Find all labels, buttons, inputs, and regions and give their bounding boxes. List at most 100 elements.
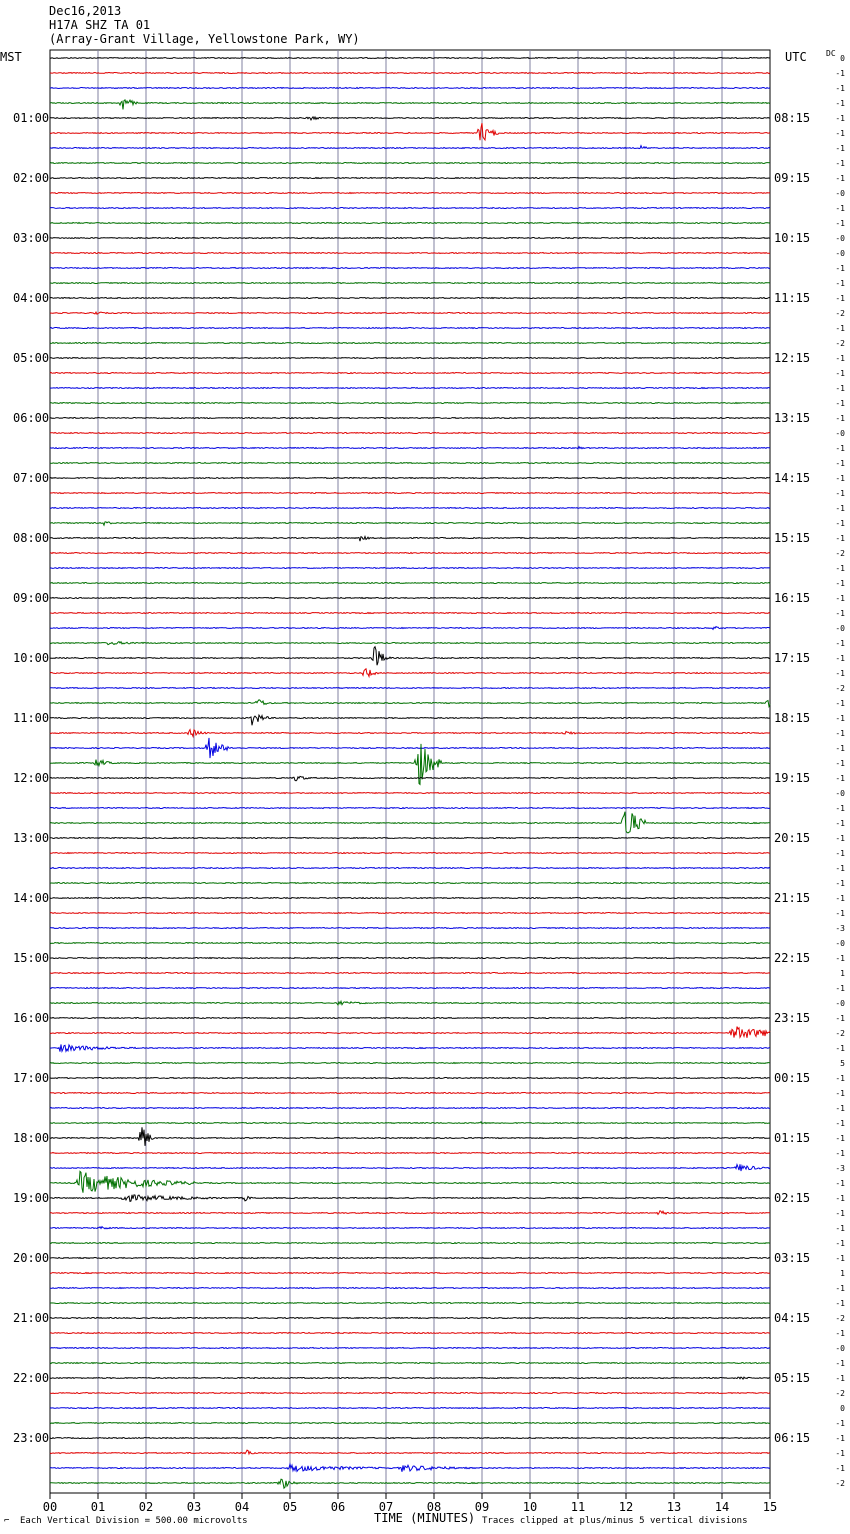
mst-hour-label: 15:00 [13,951,49,965]
dc-offset-label: -1 [835,459,845,468]
trace-67 [49,1061,771,1065]
trace-76 [49,1194,771,1203]
trace-36 [49,596,771,600]
dc-offset-label: -1 [835,1329,845,1338]
trace-30 [49,506,771,510]
clip-note: Traces clipped at plus/minus 5 vertical … [482,1516,748,1526]
dc-offset-label: -1 [835,699,845,708]
mst-hour-label: 11:00 [13,711,49,725]
dc-offset-label: -1 [835,1074,845,1083]
dc-offset-label: -1 [835,1299,845,1308]
trace-74 [49,1162,771,1172]
dc-offset-label: -2 [835,684,845,693]
trace-94 [49,1462,771,1473]
x-tick-label: 11 [571,1500,585,1514]
x-tick-label: 02 [139,1500,153,1514]
dc-offset-label: -2 [835,1479,845,1488]
mst-hour-label: 05:00 [13,351,49,365]
trace-14 [49,266,771,270]
dc-offset-label: -0 [835,939,845,948]
mst-axis-label: MST [0,50,22,64]
dc-offset-label: -1 [835,1434,845,1443]
dc-offset-label: -1 [835,1284,845,1293]
dc-offset-label: -0 [835,789,845,798]
dc-offset-label: -1 [835,729,845,738]
dc-offset-label: -1 [835,879,845,888]
trace-41 [49,667,771,679]
utc-hour-label: 00:15 [774,1071,810,1085]
dc-offset-label: -1 [835,369,845,378]
trace-71 [49,1120,771,1125]
hour-labels: 01:00 02:00 03:00 04:00 05:00 06:00 07:00 08:00… [13,111,810,1445]
dc-offset-label: -2 [835,339,845,348]
trace-64 [49,1016,770,1020]
dc-offset-label: -1 [835,849,845,858]
trace-85 [49,1331,770,1335]
trace-17 [49,311,771,316]
trace-16 [49,296,770,300]
mst-hour-label: 02:00 [13,171,49,185]
plot-frame [49,49,771,1494]
dc-offset-label: 0 [840,1404,845,1413]
dc-offset-label: -1 [835,1209,845,1218]
dc-offset-label: -1 [835,579,845,588]
dc-offset-label: -1 [835,819,845,828]
dc-offset-label: -1 [835,744,845,753]
trace-10 [49,206,771,210]
utc-hour-label: 21:15 [774,891,810,905]
utc-hour-label: 08:15 [774,111,810,125]
dc-offset-label: -1 [835,324,845,333]
dc-offset-label: -2 [835,1314,845,1323]
trace-5 [49,122,771,142]
dc-offset-label: -1 [835,354,845,363]
dc-offset-label: -1 [835,114,845,123]
trace-52 [49,836,771,840]
dc-offset-label: -1 [835,1464,845,1473]
dc-offset-label: -1 [835,894,845,903]
x-tick-label: 14 [715,1500,729,1514]
dc-offset-label: -1 [835,1104,845,1113]
trace-66 [49,1043,771,1054]
trace-44 [49,713,771,726]
trace-31 [50,521,771,527]
trace-4 [49,115,770,121]
dc-offset-label: -1 [835,144,845,153]
dc-offset-label: -1 [835,954,845,963]
x-tick-label: 15 [763,1500,777,1514]
scale-note: Each Vertical Division = 500.00 microvol… [20,1516,248,1526]
mst-hour-label: 22:00 [13,1371,49,1385]
dc-offset-label: 1 [840,969,845,978]
dc-offset-label: -1 [835,219,845,228]
utc-hour-label: 15:15 [774,531,810,545]
trace-37 [50,611,771,615]
utc-hour-label: 19:15 [774,771,810,785]
x-tick-label: 00 [43,1500,57,1514]
trace-88 [49,1376,771,1381]
trace-21 [49,371,771,375]
dc-offset-label: -2 [835,1389,845,1398]
trace-72 [49,1127,771,1146]
trace-35 [50,581,771,585]
x-tick-label: 09 [475,1500,489,1514]
trace-22 [49,386,771,390]
trace-27 [49,461,771,465]
mst-hour-label: 16:00 [13,1011,49,1025]
dc-offset-label: 5 [840,1059,845,1068]
dc-offset-label: -1 [835,294,845,303]
dc-offset-label: -1 [835,864,845,873]
dc-offset-label: -1 [835,84,845,93]
trace-61 [49,971,771,975]
trace-93 [49,1449,771,1456]
dc-offset-label: -1 [835,654,845,663]
utc-hour-label: 10:15 [774,231,810,245]
dc-offset-label: -1 [835,384,845,393]
trace-18 [49,326,771,330]
dc-offset-label: -3 [835,1164,845,1173]
trace-50 [49,806,771,810]
trace-79 [49,1241,771,1245]
trace-92 [49,1436,771,1440]
trace-69 [49,1091,771,1095]
utc-hour-label: 03:15 [774,1251,810,1265]
trace-48 [49,775,771,782]
mst-hour-label: 01:00 [13,111,49,125]
